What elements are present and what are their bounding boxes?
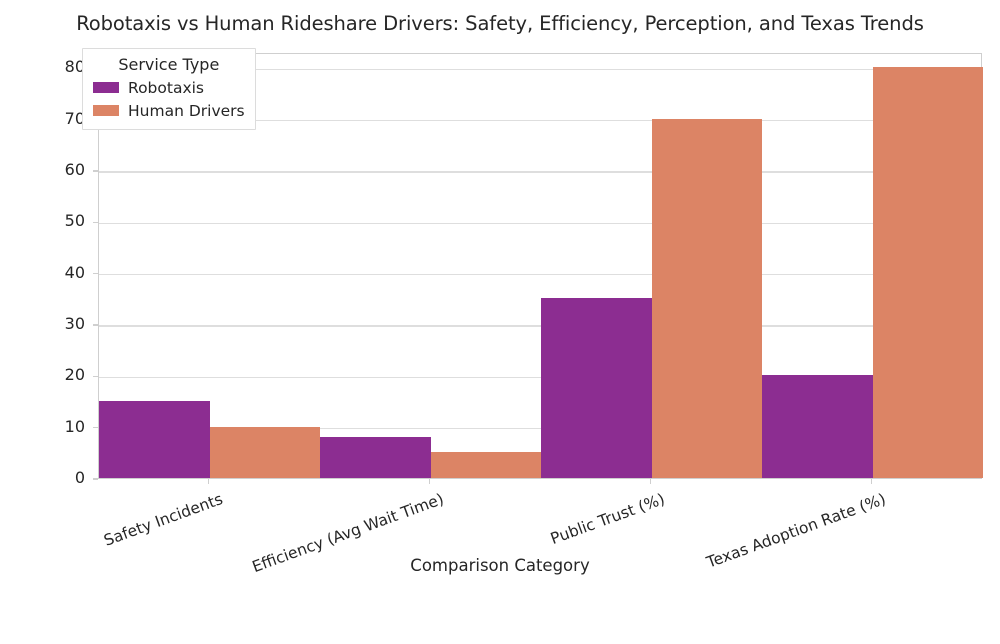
gridline bbox=[99, 428, 981, 430]
legend-item-label: Human Drivers bbox=[128, 101, 245, 120]
legend-item-robotaxis[interactable]: Robotaxis bbox=[93, 76, 245, 99]
legend-swatch-icon bbox=[93, 82, 119, 93]
legend-item-label: Robotaxis bbox=[128, 78, 205, 97]
x-tick-mark bbox=[870, 479, 873, 484]
y-axis-label: Metric Value bbox=[0, 95, 3, 197]
y-tick-label: 60 bbox=[64, 160, 85, 180]
gridline bbox=[99, 376, 981, 378]
gridline bbox=[99, 325, 981, 327]
bar-robotaxis[interactable] bbox=[762, 375, 873, 478]
x-axis-label: Comparison Category bbox=[410, 556, 590, 575]
x-tick-mark bbox=[428, 479, 431, 484]
y-tick-label: 20 bbox=[64, 365, 85, 385]
bar-human-drivers[interactable] bbox=[872, 67, 983, 478]
bar-robotaxis[interactable] bbox=[99, 401, 210, 478]
legend[interactable]: Service Type Robotaxis Human Drivers bbox=[82, 48, 256, 130]
y-tick-mark bbox=[93, 375, 98, 377]
y-tick-label: 30 bbox=[64, 314, 85, 334]
legend-title: Service Type bbox=[118, 55, 220, 74]
gridline bbox=[99, 274, 981, 276]
y-tick-mark bbox=[93, 324, 98, 326]
y-tick-label: 0 bbox=[74, 468, 85, 487]
y-tick-mark bbox=[93, 273, 98, 275]
legend-entries: Robotaxis Human Drivers bbox=[93, 76, 245, 122]
chart-figure: Robotaxis vs Human Rideshare Drivers: Sa… bbox=[0, 12, 983, 577]
y-tick-label: 70 bbox=[64, 108, 85, 128]
y-tick-label: 40 bbox=[64, 262, 85, 282]
chart-title: Robotaxis vs Human Rideshare Drivers: Sa… bbox=[76, 12, 924, 35]
bar-human-drivers[interactable] bbox=[209, 426, 320, 478]
plot-area bbox=[98, 53, 983, 479]
gridline bbox=[99, 120, 981, 122]
bar-human-drivers[interactable] bbox=[430, 452, 541, 478]
bar-human-drivers[interactable] bbox=[651, 118, 762, 478]
y-tick-mark bbox=[93, 221, 98, 224]
y-tick-mark bbox=[93, 427, 98, 429]
gridline bbox=[99, 171, 981, 173]
bar-robotaxis[interactable] bbox=[541, 298, 652, 478]
y-tick-mark bbox=[93, 170, 98, 172]
legend-swatch-icon bbox=[93, 105, 119, 116]
x-tick-mark bbox=[207, 479, 210, 484]
x-tick-mark bbox=[649, 479, 652, 484]
legend-item-human-drivers[interactable]: Human Drivers bbox=[93, 99, 245, 122]
gridline bbox=[99, 222, 981, 225]
y-tick-label: 50 bbox=[64, 211, 85, 231]
y-tick-label: 10 bbox=[64, 416, 85, 436]
y-tick-label: 80 bbox=[64, 57, 85, 77]
gridline bbox=[99, 68, 981, 71]
bar-robotaxis[interactable] bbox=[320, 436, 431, 478]
y-tick-mark bbox=[93, 478, 98, 480]
